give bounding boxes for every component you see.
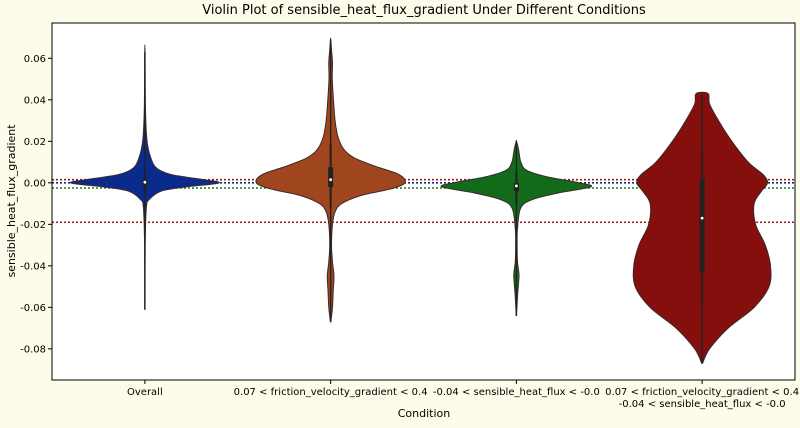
y-tick-label: -0.02 bbox=[20, 220, 46, 231]
violin-iqr-box bbox=[328, 167, 334, 187]
y-tick-label: 0.04 bbox=[24, 95, 46, 106]
y-tick-label: -0.04 bbox=[20, 261, 46, 272]
violin-median bbox=[143, 180, 147, 184]
violin-median bbox=[700, 216, 704, 220]
y-axis: -0.08 -0.06 -0.04 -0.02 0.00 0.02 0.04 0.06 bbox=[20, 54, 52, 355]
violin-iqr-box bbox=[699, 178, 705, 273]
x-axis-label: Condition bbox=[398, 407, 451, 420]
chart-title: Violin Plot of sensible_heat_flux_gradie… bbox=[202, 3, 646, 18]
plot-frame bbox=[51, 22, 796, 381]
violin-median bbox=[514, 184, 518, 188]
x-tick-label: 0.07 < friction_velocity_gradient < 0.4 bbox=[234, 387, 428, 398]
y-tick-label: -0.06 bbox=[20, 303, 46, 314]
y-tick-label: -0.08 bbox=[20, 344, 46, 355]
x-tick-label: -0.04 < sensible_heat_flux < -0.0 bbox=[433, 387, 600, 398]
x-axis: Overall 0.07 < friction_velocity_gradient… bbox=[127, 380, 799, 410]
x-tick-label: Overall bbox=[127, 387, 163, 398]
y-tick-label: 0.06 bbox=[24, 54, 46, 65]
violin-median bbox=[329, 178, 333, 182]
y-tick-label: 0.00 bbox=[24, 178, 46, 189]
y-tick-label: 0.02 bbox=[24, 137, 46, 148]
y-axis-label: sensible_heat_flux_gradient bbox=[5, 124, 18, 278]
x-tick-label: 0.07 < friction_velocity_gradient < 0.4-… bbox=[605, 387, 799, 410]
violins bbox=[70, 37, 772, 364]
